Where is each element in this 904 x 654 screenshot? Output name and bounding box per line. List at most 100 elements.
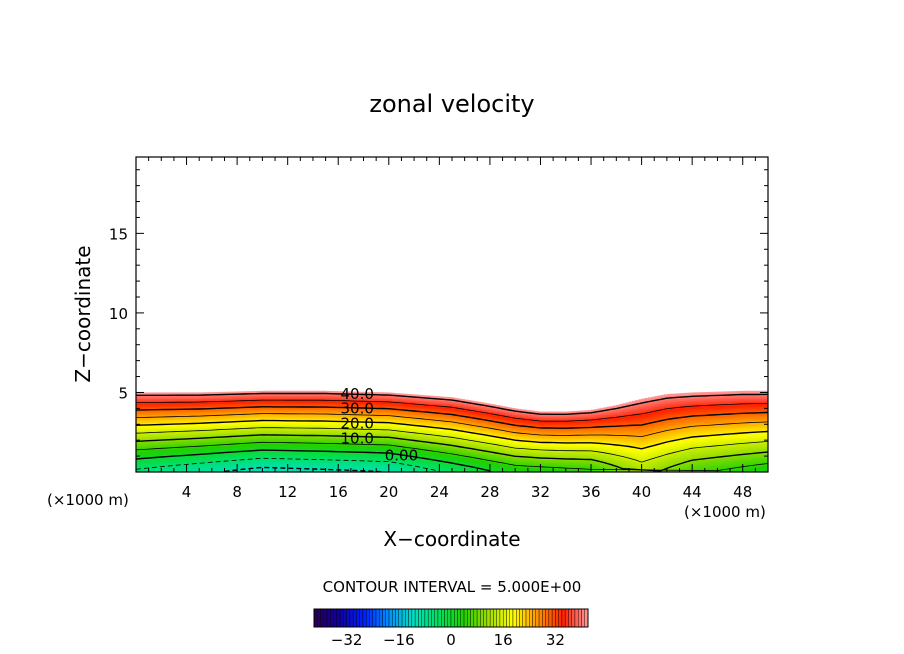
field-cell xyxy=(344,409,349,412)
field-cell xyxy=(262,422,266,425)
field-cell xyxy=(173,467,178,470)
field-cell xyxy=(303,465,308,468)
field-cell xyxy=(341,402,345,404)
field-cell xyxy=(252,460,257,463)
field-cell xyxy=(218,444,222,447)
field-cell xyxy=(249,460,254,463)
field-cell xyxy=(287,464,292,467)
field-cell xyxy=(170,409,175,412)
field-cell xyxy=(319,422,323,425)
field-cell xyxy=(211,398,216,401)
field-cell xyxy=(173,437,178,439)
field-cell xyxy=(379,417,383,420)
field-cell xyxy=(259,444,263,447)
field-cell xyxy=(192,451,197,454)
field-cell xyxy=(442,449,447,452)
field-cell xyxy=(202,446,206,449)
field-cell xyxy=(167,416,172,419)
field-cell xyxy=(142,397,146,400)
field-cell xyxy=(391,402,396,404)
field-cell xyxy=(294,417,298,420)
field-cell xyxy=(199,402,203,404)
field-cell xyxy=(426,448,431,451)
field-cell xyxy=(240,424,244,427)
field-cell xyxy=(284,437,289,439)
field-cell xyxy=(303,448,308,451)
field-cell xyxy=(347,417,352,420)
field-cell xyxy=(281,451,285,454)
field-cell xyxy=(410,408,415,411)
field-cell xyxy=(177,413,181,416)
field-cell xyxy=(388,470,393,472)
field-cell xyxy=(395,427,399,430)
field-cell xyxy=(417,425,421,428)
field-cell xyxy=(271,430,276,433)
field-cell xyxy=(170,462,175,465)
field-cell xyxy=(243,391,247,393)
field-cell xyxy=(357,457,361,460)
field-cell xyxy=(139,414,143,417)
field-cell xyxy=(284,417,289,420)
field-cell xyxy=(306,465,311,468)
field-cell xyxy=(376,457,380,460)
field-cell xyxy=(354,468,358,471)
field-cell xyxy=(230,470,235,472)
field-cell xyxy=(158,440,162,443)
field-cell xyxy=(192,460,197,463)
field-cell xyxy=(300,429,304,432)
field-cell xyxy=(420,448,424,451)
field-cell xyxy=(331,414,336,417)
field-cell xyxy=(237,433,241,436)
field-cell xyxy=(284,394,289,397)
field-cell xyxy=(360,425,364,428)
field-cell xyxy=(154,462,159,465)
field-cell xyxy=(142,421,146,424)
field-cell xyxy=(262,465,266,468)
field-cell xyxy=(161,452,165,455)
field-cell xyxy=(265,468,270,471)
field-cell xyxy=(170,457,175,460)
field-cell xyxy=(215,444,219,447)
field-cell xyxy=(208,395,213,398)
field-cell xyxy=(420,435,424,438)
field-cell xyxy=(316,430,320,433)
field-cell xyxy=(442,414,447,417)
field-cell xyxy=(335,397,339,400)
field-cell xyxy=(382,459,387,462)
field-cell xyxy=(436,441,440,444)
field-cell xyxy=(281,406,285,409)
field-cell xyxy=(303,421,308,424)
field-cell xyxy=(148,398,153,401)
field-cell xyxy=(237,419,241,422)
field-cell xyxy=(271,397,276,400)
field-cell xyxy=(423,460,428,463)
field-cell xyxy=(186,446,191,449)
field-cell xyxy=(278,411,282,414)
field-cell xyxy=(388,454,393,457)
field-cell xyxy=(136,456,140,459)
field-cell xyxy=(335,400,339,403)
field-cell xyxy=(439,400,443,403)
field-cell xyxy=(414,400,418,403)
field-cell xyxy=(136,413,140,416)
field-cell xyxy=(256,464,260,467)
field-cell xyxy=(142,427,146,430)
field-cell xyxy=(385,422,390,425)
field-cell xyxy=(429,456,434,459)
field-cell xyxy=(136,443,140,446)
field-cell xyxy=(271,414,276,417)
field-cell xyxy=(385,398,390,401)
field-cell xyxy=(186,437,191,439)
field-cell xyxy=(445,470,450,472)
field-cell xyxy=(275,456,279,459)
field-cell xyxy=(322,460,326,463)
field-cell xyxy=(170,414,175,417)
field-cell xyxy=(363,427,368,430)
field-cell xyxy=(192,403,197,406)
field-cell xyxy=(376,433,380,436)
field-cell xyxy=(170,395,175,398)
field-cell xyxy=(312,417,317,420)
field-cell xyxy=(382,402,387,404)
field-cell xyxy=(192,433,197,436)
field-cell xyxy=(328,398,333,401)
